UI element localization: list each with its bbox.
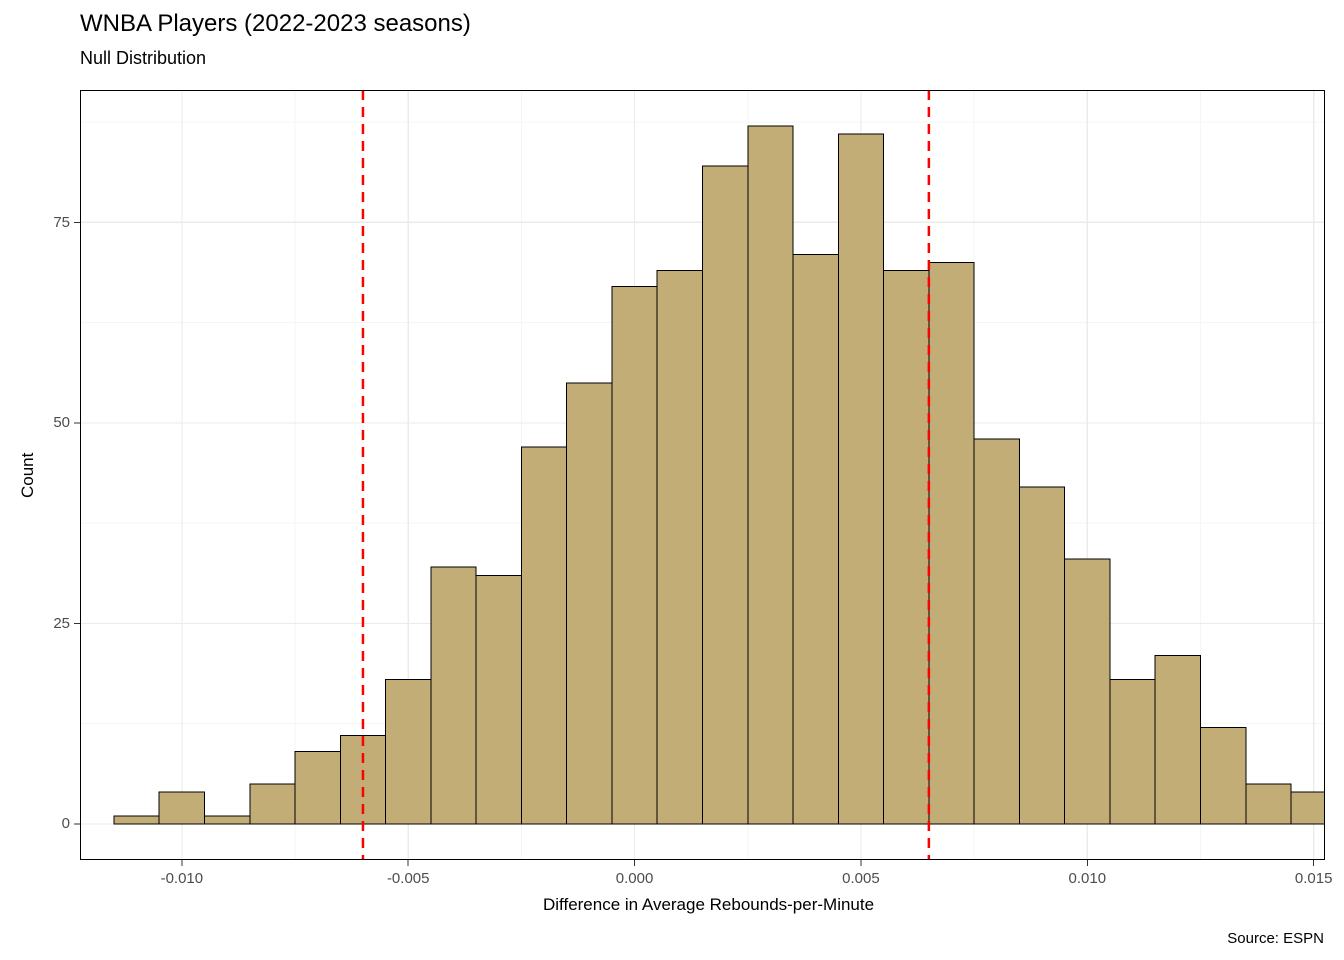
histogram-bar [205, 816, 250, 824]
histogram-bar [476, 575, 521, 824]
histogram-bar [1110, 680, 1155, 824]
x-tick-label: 0.010 [1057, 870, 1117, 887]
histogram-bar [1246, 784, 1291, 824]
x-tick-label: -0.010 [152, 870, 212, 887]
y-tick-label: 75 [53, 214, 70, 231]
chart-container: WNBA Players (2022-2023 seasons) Null Di… [0, 0, 1344, 960]
x-tick-label: 0.005 [831, 870, 891, 887]
y-tick-label: 50 [53, 414, 70, 431]
histogram-bar [1065, 559, 1110, 824]
histogram-bar [703, 166, 748, 824]
chart-title: WNBA Players (2022-2023 seasons) [80, 10, 471, 38]
chart-subtitle: Null Distribution [80, 48, 206, 69]
histogram-bar [521, 447, 566, 824]
histogram-bar [1291, 792, 1325, 824]
y-tick-label: 0 [62, 815, 70, 832]
histogram-bar [974, 439, 1019, 824]
histogram-bar [431, 567, 476, 824]
y-tick-label: 25 [53, 615, 70, 632]
histogram-bar [657, 270, 702, 823]
histogram-bar [295, 752, 340, 824]
histogram-bar [838, 134, 883, 824]
histogram-bar [1201, 728, 1246, 824]
histogram-bar [1019, 487, 1064, 824]
x-tick-label: 0.000 [605, 870, 665, 887]
histogram-bar [612, 287, 657, 824]
histogram-bar [159, 792, 204, 824]
plot-panel [80, 90, 1325, 860]
histogram-bar [114, 816, 159, 824]
histogram-bar [386, 680, 431, 824]
x-tick-label: 0.015 [1284, 870, 1344, 887]
histogram-bar [250, 784, 295, 824]
x-axis-label: Difference in Average Rebounds-per-Minut… [543, 895, 874, 915]
histogram-bar [793, 254, 838, 823]
chart-caption: Source: ESPN [1227, 930, 1324, 947]
y-axis-label: Count [18, 453, 38, 498]
histogram-bar [748, 126, 793, 824]
histogram-bar [1155, 655, 1200, 823]
x-tick-label: -0.005 [378, 870, 438, 887]
histogram-bar [567, 383, 612, 824]
histogram-bar [929, 262, 974, 823]
histogram-bar [884, 270, 929, 823]
